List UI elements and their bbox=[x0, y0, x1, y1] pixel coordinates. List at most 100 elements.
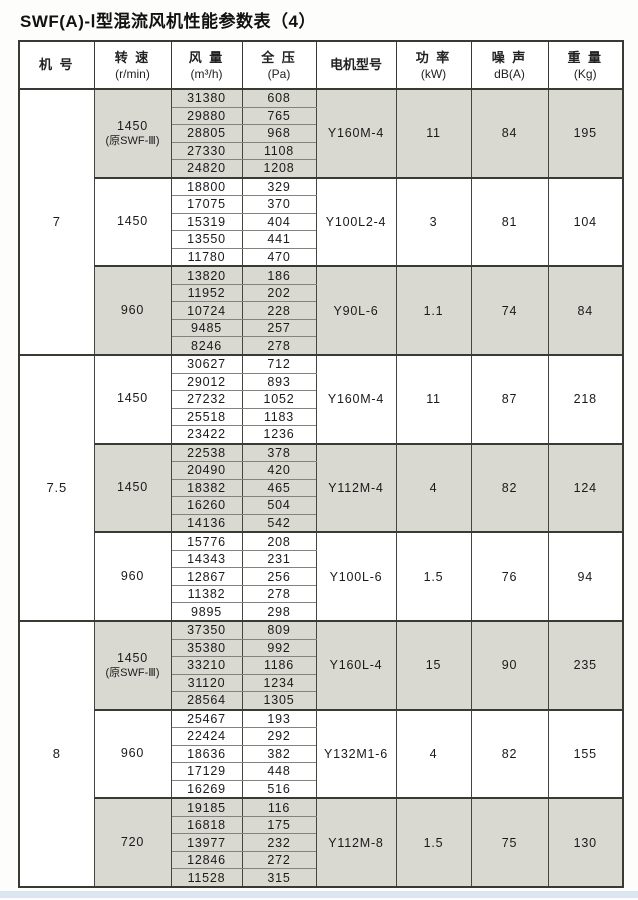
weight-cell: 218 bbox=[547, 353, 624, 445]
flow-cell: 16260 bbox=[170, 496, 243, 515]
flow-cell: 27232 bbox=[170, 390, 243, 409]
motor-cell: Y100L-6 bbox=[315, 531, 397, 622]
pressure-cell: 470 bbox=[241, 247, 317, 267]
table-row: 13977 232 bbox=[19, 833, 623, 852]
flow-cell: 15776 bbox=[170, 531, 243, 551]
header-row: 机 号 转 速 (r/min) 风 量 (m³/h) 全 压 (Pa) 电机型号 功 … bbox=[18, 40, 624, 90]
speed-cell: 1450 bbox=[93, 442, 172, 533]
table-row: 31120 1234 bbox=[19, 673, 623, 693]
table-row: 11952 202 bbox=[19, 283, 623, 303]
flow-cell: 13550 bbox=[170, 230, 243, 249]
pressure-cell: 1052 bbox=[241, 390, 317, 409]
table-row: 8 1450 (原SWF-Ⅲ) 37350 809 Y160L-4 15 90 2… bbox=[18, 619, 624, 888]
table-row: 18382 465 bbox=[19, 478, 623, 498]
pressure-cell: 116 bbox=[241, 797, 317, 817]
pressure-cell: 504 bbox=[241, 496, 317, 515]
motor-cell: Y100L2-4 bbox=[315, 176, 397, 267]
flow-cell: 37350 bbox=[170, 619, 243, 640]
pressure-cell: 193 bbox=[241, 708, 317, 729]
flow-cell: 9485 bbox=[170, 318, 243, 338]
table-row: 35380 992 bbox=[19, 638, 623, 658]
weight-cell: 124 bbox=[547, 442, 624, 533]
flow-cell: 12867 bbox=[170, 567, 243, 586]
page-title: SWF(A)-Ⅰ型混流风机性能参数表（4） bbox=[20, 12, 316, 31]
pressure-cell: 1305 bbox=[241, 691, 317, 711]
weight-cell: 155 bbox=[547, 708, 624, 799]
flow-cell: 25518 bbox=[170, 407, 243, 427]
flow-cell: 33210 bbox=[170, 656, 243, 675]
pressure-cell: 231 bbox=[241, 549, 317, 569]
weight-cell: 130 bbox=[547, 797, 624, 888]
pressure-cell: 272 bbox=[241, 850, 317, 870]
table-row: 11528 315 bbox=[19, 868, 623, 888]
pressure-cell: 893 bbox=[241, 372, 317, 392]
col-header-pressure: 全 压 (Pa) bbox=[241, 40, 317, 90]
speed-cell: 960 bbox=[93, 265, 172, 356]
pressure-cell: 608 bbox=[241, 87, 317, 108]
flow-cell: 13820 bbox=[170, 265, 243, 285]
table-row: 27232 1052 bbox=[19, 390, 623, 409]
col-header-fan-size: 机 号 bbox=[18, 40, 95, 90]
flow-cell: 29880 bbox=[170, 106, 243, 126]
table-row: 27330 1108 bbox=[19, 141, 623, 161]
table-row: 12867 256 bbox=[19, 567, 623, 586]
table-row: 1450 18800 329 Y100L2-4 3 81 104 bbox=[19, 176, 624, 267]
table-row: 10724 228 bbox=[19, 301, 623, 320]
power-cell: 15 bbox=[395, 619, 472, 711]
table-row: 17129 448 bbox=[19, 762, 623, 781]
flow-cell: 23422 bbox=[170, 425, 243, 445]
pressure-cell: 232 bbox=[241, 833, 317, 852]
speed-cell: 1450 bbox=[93, 176, 172, 267]
speed-cell: 1450 (原SWF-Ⅲ) bbox=[93, 619, 172, 711]
pressure-cell: 186 bbox=[241, 265, 317, 285]
weight-cell: 104 bbox=[547, 176, 624, 267]
pressure-cell: 712 bbox=[241, 353, 317, 374]
noise-cell: 75 bbox=[470, 797, 549, 888]
table-row: 28564 1305 bbox=[19, 691, 623, 711]
col-header-noise: 噪 声 dB(A) bbox=[470, 40, 549, 90]
table-row: 7.5 1450 30627 712 Y160M-4 11 87 218 bbox=[18, 353, 624, 622]
table-row: 13550 441 bbox=[19, 230, 623, 249]
noise-cell: 82 bbox=[470, 708, 549, 799]
motor-cell: Y160M-4 bbox=[315, 88, 397, 179]
flow-cell: 30627 bbox=[170, 353, 243, 374]
flow-cell: 10724 bbox=[170, 301, 243, 320]
speed-cell: 1450 (原SWF-Ⅲ) bbox=[93, 88, 172, 179]
flow-cell: 13977 bbox=[170, 833, 243, 852]
power-cell: 4 bbox=[395, 442, 472, 533]
speed-cell: 1450 bbox=[93, 353, 172, 445]
power-cell: 11 bbox=[395, 88, 472, 179]
pressure-cell: 809 bbox=[241, 619, 317, 640]
pressure-cell: 382 bbox=[241, 744, 317, 764]
flow-cell: 17129 bbox=[170, 762, 243, 781]
flow-cell: 16818 bbox=[170, 815, 243, 835]
weight-cell: 195 bbox=[547, 88, 624, 179]
table-row: 22424 292 bbox=[19, 727, 623, 746]
table-row: 14343 231 bbox=[19, 549, 623, 569]
motor-cell: Y160M-4 bbox=[315, 353, 397, 445]
pressure-cell: 1234 bbox=[241, 673, 317, 693]
table-row: 1450 22538 378 Y112M-4 4 82 124 bbox=[19, 442, 624, 533]
flow-cell: 31120 bbox=[170, 673, 243, 693]
table-row: 14136 542 bbox=[19, 513, 623, 533]
pressure-cell: 992 bbox=[241, 638, 317, 658]
flow-cell: 22538 bbox=[170, 442, 243, 463]
noise-cell: 81 bbox=[470, 176, 549, 267]
pressure-cell: 441 bbox=[241, 230, 317, 249]
noise-cell: 82 bbox=[470, 442, 549, 533]
weight-cell: 84 bbox=[547, 265, 624, 356]
speed-cell: 960 bbox=[93, 531, 172, 622]
noise-cell: 74 bbox=[470, 265, 549, 356]
col-header-weight: 重 量 (Kg) bbox=[547, 40, 624, 90]
pressure-cell: 765 bbox=[241, 106, 317, 126]
flow-cell: 27330 bbox=[170, 141, 243, 161]
table-row: 17075 370 bbox=[19, 195, 623, 214]
pressure-cell: 175 bbox=[241, 815, 317, 835]
pressure-cell: 404 bbox=[241, 212, 317, 232]
flow-cell: 18636 bbox=[170, 744, 243, 764]
pressure-cell: 1186 bbox=[241, 656, 317, 675]
pressure-cell: 278 bbox=[241, 336, 317, 356]
col-header-motor: 电机型号 bbox=[315, 40, 397, 90]
fan-size-cell: 7.5 bbox=[18, 353, 95, 622]
power-cell: 1.1 bbox=[395, 265, 472, 356]
